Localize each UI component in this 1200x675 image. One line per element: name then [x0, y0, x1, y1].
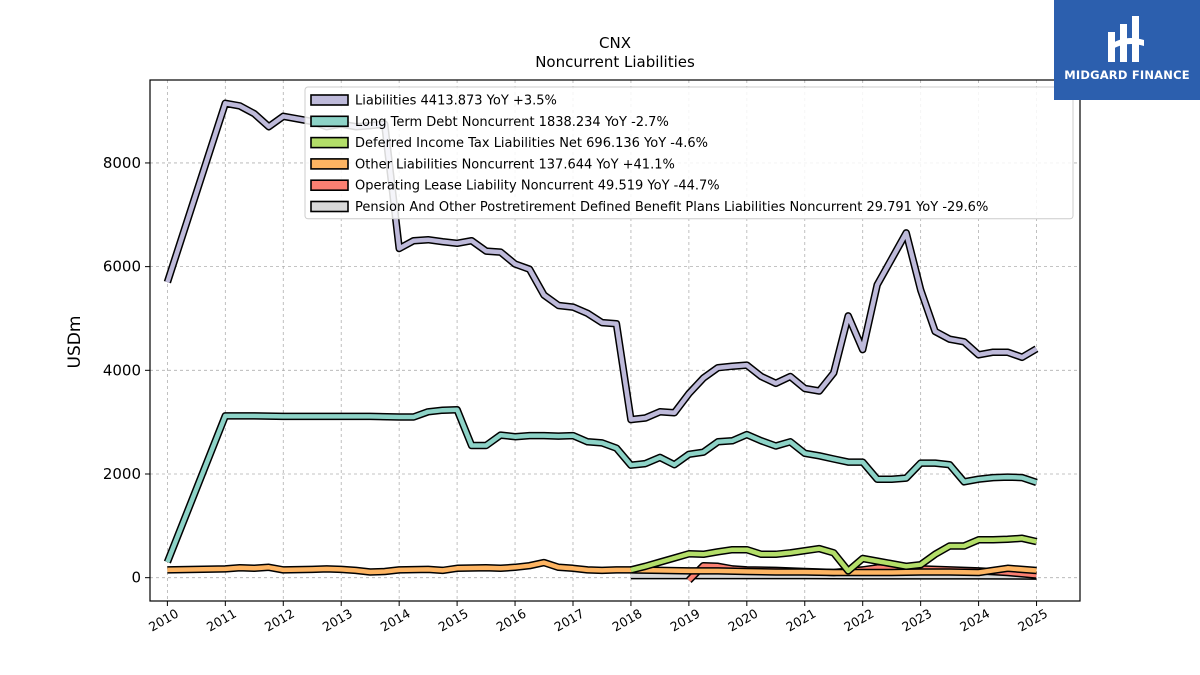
legend-swatch — [310, 115, 349, 128]
x-tick-label: 2011 — [204, 606, 239, 635]
x-tick-label: 2022 — [841, 606, 876, 635]
series-1 — [163, 405, 1038, 564]
legend-swatch — [310, 136, 349, 149]
legend-label: Other Liabilities Noncurrent 137.644 YoY… — [355, 157, 675, 172]
x-tick-label: 2017 — [552, 606, 587, 635]
brand-logo: MIDGARD FINANCE — [1054, 0, 1200, 100]
legend-box — [304, 86, 1074, 220]
legend-item: Liabilities 4413.873 YoY +3.5% — [310, 94, 557, 109]
series-line — [167, 560, 1037, 575]
legend-swatch — [310, 179, 349, 191]
legend-item: Operating Lease Liability Noncurrent 49.… — [310, 179, 720, 194]
x-tick-label: 2025 — [1015, 606, 1050, 635]
legend-label: Liabilities 4413.873 YoY +3.5% — [355, 94, 557, 109]
legend-item: Long Term Debt Noncurrent 1838.234 YoY -… — [310, 115, 669, 130]
y-tick-label: 6000 — [103, 258, 141, 276]
x-tick-label: 2012 — [262, 606, 297, 635]
legend-item: Deferred Income Tax Liabilities Net 696.… — [310, 136, 708, 151]
y-tick-label: 2000 — [103, 465, 141, 483]
chart-title: CNX — [599, 34, 631, 52]
legend-swatch — [310, 158, 349, 170]
legend-label: Deferred Income Tax Liabilities Net 696.… — [355, 136, 708, 151]
legend-swatch — [310, 200, 349, 213]
x-tick-label: 2014 — [378, 606, 413, 635]
y-tick-label: 8000 — [103, 154, 141, 172]
series-line — [630, 536, 1038, 574]
series-line — [165, 407, 1038, 563]
legend-label: Long Term Debt Noncurrent 1838.234 YoY -… — [355, 115, 669, 130]
chart-subtitle: Noncurrent Liabilities — [535, 53, 695, 71]
midgard-logo-icon — [1108, 16, 1144, 62]
x-tick-label: 2023 — [899, 606, 934, 635]
x-axis: 2010 2011 2012 2013 2014 2015 2016 2017 2018 2019… — [146, 601, 1050, 635]
x-tick-label: 2013 — [320, 606, 355, 635]
y-tick-label: 0 — [131, 569, 141, 587]
x-tick-label: 2018 — [610, 606, 645, 635]
series-outline — [163, 405, 1038, 564]
legend-swatch — [310, 94, 349, 106]
series-2 — [629, 534, 1038, 575]
x-tick-label: 2019 — [667, 606, 702, 635]
legend-item: Pension And Other Postretirement Defined… — [310, 200, 988, 215]
x-tick-label: 2016 — [494, 606, 529, 635]
y-axis-label: USDm — [65, 316, 85, 369]
x-tick-label: 2020 — [725, 606, 760, 635]
y-tick-label: 4000 — [103, 361, 141, 379]
legend: Liabilities 4413.873 YoY +3.5% Long Term … — [304, 86, 1074, 220]
legend-item: Other Liabilities Noncurrent 137.644 YoY… — [310, 157, 675, 172]
y-axis: 0 2000 4000 6000 8000 — [103, 154, 150, 587]
legend-label: Operating Lease Liability Noncurrent 49.… — [355, 179, 720, 194]
legend-label: Pension And Other Postretirement Defined… — [355, 200, 988, 215]
x-tick-label: 2021 — [783, 606, 818, 635]
series-3 — [167, 558, 1037, 577]
x-tick-label: 2015 — [436, 606, 471, 635]
brand-name: MIDGARD FINANCE — [1064, 68, 1190, 82]
x-tick-label: 2024 — [957, 606, 992, 635]
plot-frame — [149, 79, 1081, 602]
x-tick-label: 2010 — [146, 606, 181, 635]
